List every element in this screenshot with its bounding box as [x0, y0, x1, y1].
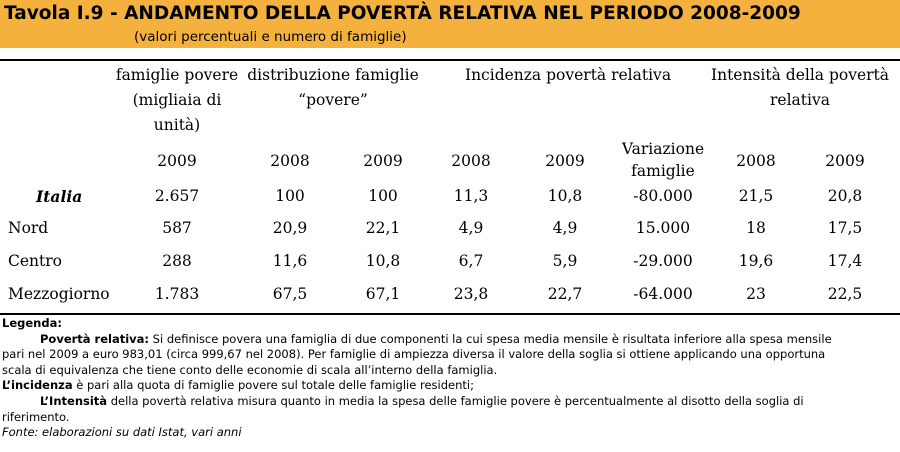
table-cell: 67,1 — [365, 285, 401, 303]
row-label: Centro — [8, 252, 62, 270]
subheader-year: 2009 — [545, 152, 585, 170]
legend-fonte: Fonte: elaborazioni su dati Istat, vari … — [2, 425, 242, 440]
table-cell: 23 — [746, 285, 766, 303]
legend-intensita-cont: riferimento. — [2, 409, 70, 424]
table-cell: 100 — [275, 187, 305, 205]
row-label: Italia — [36, 187, 83, 206]
table-cell: 17,4 — [827, 252, 863, 270]
table-cell: 11,3 — [453, 187, 489, 205]
subheader-variazione: Variazione famiglie — [621, 140, 705, 180]
table-cell: 100 — [368, 187, 398, 205]
table-title: Tavola I.9 - ANDAMENTO DELLA POVERTÀ REL… — [4, 3, 801, 24]
table-cell: 22,7 — [547, 285, 583, 303]
table-cell: -80.000 — [633, 187, 693, 205]
table-cell: 5,9 — [552, 252, 578, 270]
table-cell: 2.657 — [154, 187, 200, 205]
legend-intensita: L’Intensità della povertà relativa misur… — [40, 393, 804, 408]
legend: Legenda: Povertà relativa: Si definisce … — [2, 316, 898, 441]
row-label: Mezzogiorno — [8, 285, 110, 303]
legend-poverta-cont: scala di equivalenza che tiene conto del… — [2, 362, 498, 377]
legend-poverta-cont: pari nel 2009 a euro 983,01 (circa 999,6… — [2, 347, 826, 362]
table-cell: 23,8 — [453, 285, 489, 303]
table-cell: 20,8 — [827, 187, 863, 205]
table-cell: -29.000 — [633, 252, 693, 270]
subheader-year: 2008 — [736, 152, 776, 170]
header-distribuzione: distribuzione famiglie “povere” — [247, 66, 419, 109]
subheader-year: 2008 — [270, 152, 310, 170]
table-cell: -64.000 — [633, 285, 693, 303]
subheader-year: 2008 — [451, 152, 491, 170]
table-cell: 1.783 — [154, 285, 200, 303]
table-cell: 6,7 — [458, 252, 484, 270]
header-famiglie-povere: famiglie povere (migliaia di unità) — [115, 66, 239, 134]
legend-heading: Legenda: — [2, 316, 62, 330]
table-cell: 10,8 — [547, 187, 583, 205]
subheader-year: 2009 — [825, 152, 865, 170]
title-bar: Tavola I.9 - ANDAMENTO DELLA POVERTÀ REL… — [0, 0, 900, 48]
table-cell: 19,6 — [738, 252, 774, 270]
legend-poverta: Povertà relativa: Si definisce povera un… — [40, 331, 832, 346]
table-cell: 11,6 — [272, 252, 308, 270]
table-cell: 288 — [162, 252, 192, 270]
table-cell: 587 — [162, 219, 192, 237]
table-cell: 22,1 — [365, 219, 401, 237]
subheader-year: 2009 — [157, 152, 197, 170]
table-cell: 15.000 — [635, 219, 691, 237]
legend-incidenza: L’incidenza è pari alla quota di famigli… — [2, 378, 474, 393]
table-cell: 20,9 — [272, 219, 308, 237]
table-cell: 18 — [746, 219, 766, 237]
bottom-rule — [0, 313, 900, 315]
table-cell: 17,5 — [827, 219, 863, 237]
table-cell: 22,5 — [827, 285, 863, 303]
table-cell: 21,5 — [738, 187, 774, 205]
row-label: Nord — [8, 219, 49, 237]
subheader-year: 2009 — [363, 152, 403, 170]
top-rule — [0, 59, 900, 61]
header-intensita: Intensità della povertà relativa — [710, 66, 890, 109]
header-incidenza: Incidenza povertà relativa — [464, 66, 672, 84]
table-subtitle: (valori percentuali e numero di famiglie… — [134, 29, 407, 45]
table-cell: 10,8 — [365, 252, 401, 270]
table-cell: 4,9 — [552, 219, 578, 237]
table-cell: 67,5 — [272, 285, 308, 303]
table-cell: 4,9 — [458, 219, 484, 237]
